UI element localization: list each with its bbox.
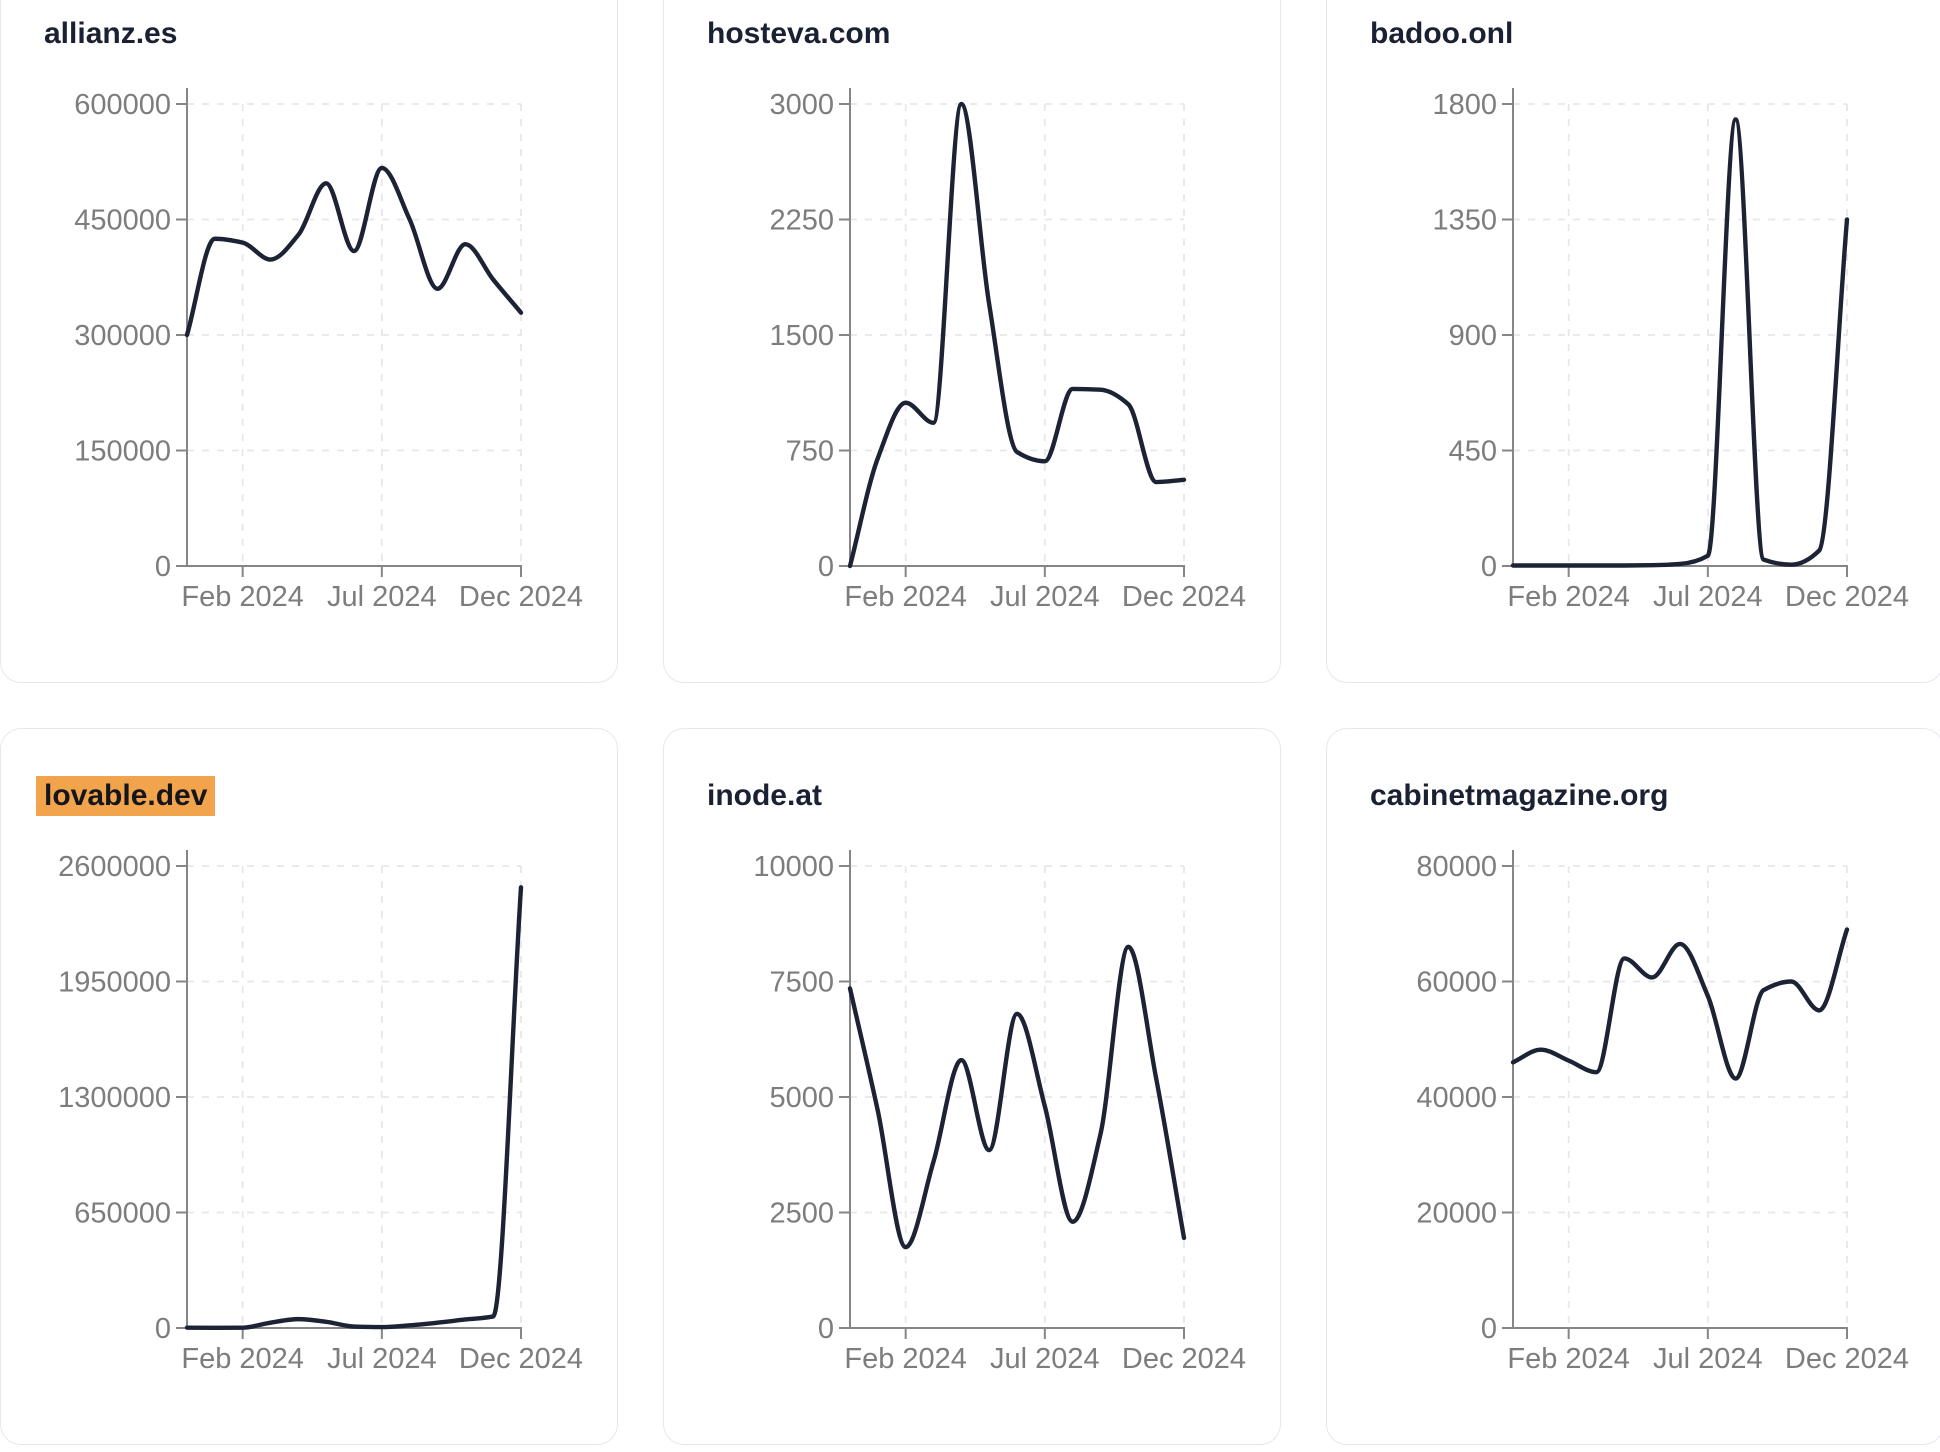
x-tick-label: Feb 2024 (181, 581, 304, 613)
y-tick-label: 750 (786, 436, 834, 468)
data-line (1510, 117, 1850, 568)
y-tick-label: 1950000 (58, 967, 171, 999)
chart-title: cabinetmagazine.org (1370, 779, 1668, 813)
chart-card-badoo: badoo.onl 0 450 900 1350 1800 Feb 2024 Jul 202… (1326, 0, 1940, 683)
x-tick-label: Dec 2024 (1785, 581, 1909, 613)
gridlines (850, 865, 1185, 1328)
x-tick-label: Dec 2024 (1122, 1343, 1246, 1375)
line-chart: 0 150000 300000 450000 600000 Feb 2024 Jul 202… (74, 88, 583, 613)
x-tick-label: Dec 2024 (459, 1343, 583, 1375)
x-tick-label: Jul 2024 (990, 581, 1100, 613)
x-tick-label: Feb 2024 (1507, 581, 1630, 613)
chart-title: lovable.dev (36, 776, 216, 816)
x-tick-label: Dec 2024 (1785, 1343, 1909, 1375)
y-tick-label: 0 (818, 551, 834, 583)
y-tick-label: 1300000 (58, 1082, 171, 1114)
line-chart: 0 20000 40000 60000 80000 Feb 2024 Jul 2024 Dec… (1416, 850, 1909, 1375)
y-tick-label: 1500 (769, 320, 834, 352)
y-tick-label: 40000 (1416, 1082, 1497, 1114)
y-tick-label: 150000 (74, 436, 171, 468)
line-chart: 0 2500 5000 7500 10000 Feb 2024 Jul 2024 Dec 20… (753, 850, 1246, 1375)
y-tick-label: 0 (155, 1313, 171, 1345)
x-tick-label: Jul 2024 (1653, 581, 1763, 613)
x-tick-label: Feb 2024 (181, 1343, 304, 1375)
y-tick-label: 650000 (74, 1198, 171, 1230)
y-tick-label: 60000 (1416, 967, 1497, 999)
axis-labels: 0 650000 1300000 1950000 2600000 Feb 2024 Jul … (58, 851, 583, 1375)
y-tick-label: 3000 (769, 89, 834, 121)
x-tick-label: Dec 2024 (1122, 581, 1246, 613)
axis-labels: 0 750 1500 2250 3000 Feb 2024 Jul 2024 Dec 2024 (769, 89, 1246, 613)
x-tick-label: Feb 2024 (844, 581, 967, 613)
axis-labels: 0 450 900 1350 1800 Feb 2024 Jul 2024 Dec 2024 (1432, 89, 1909, 613)
y-tick-label: 2500 (769, 1198, 834, 1230)
gridlines (850, 103, 1185, 566)
y-tick-label: 7500 (769, 967, 834, 999)
chart-title-text: cabinetmagazine.org (1370, 779, 1669, 812)
data-line (847, 944, 1187, 1250)
chart-title-text: lovable.dev (36, 776, 216, 816)
y-tick-label: 10000 (753, 851, 834, 883)
x-tick-label: Jul 2024 (327, 1343, 437, 1375)
chart-title-text: allianz.es (44, 17, 178, 50)
y-tick-label: 0 (1481, 1313, 1497, 1345)
y-tick-label: 2250 (769, 205, 834, 237)
chart-card-allianz: allianz.es 0 150000 300000 450000 600000 Feb … (0, 0, 618, 683)
line-chart: 0 750 1500 2250 3000 Feb 2024 Jul 2024 Dec 2024 (769, 88, 1246, 613)
data-line (847, 101, 1187, 569)
line-chart: 0 650000 1300000 1950000 2600000 Feb 2024 Jul … (58, 850, 583, 1375)
axis-labels: 0 20000 40000 60000 80000 Feb 2024 Jul 2024 Dec… (1416, 851, 1909, 1375)
chart-title: inode.at (707, 779, 822, 813)
y-tick-label: 900 (1449, 320, 1497, 352)
y-tick-label: 300000 (74, 320, 171, 352)
y-tick-label: 5000 (769, 1082, 834, 1114)
data-line (1510, 927, 1850, 1081)
gridlines (1513, 103, 1848, 566)
x-tick-label: Dec 2024 (459, 581, 583, 613)
y-tick-label: 1350 (1432, 205, 1497, 237)
x-tick-label: Jul 2024 (1653, 1343, 1763, 1375)
gridlines (1513, 865, 1848, 1328)
axis-labels: 0 2500 5000 7500 10000 Feb 2024 Jul 2024 Dec 20… (753, 851, 1246, 1375)
y-tick-label: 0 (818, 1313, 834, 1345)
x-tick-label: Feb 2024 (1507, 1343, 1630, 1375)
axes (839, 88, 1185, 577)
y-tick-label: 450000 (74, 205, 171, 237)
data-line (184, 165, 524, 338)
chart-title-text: inode.at (707, 779, 823, 812)
y-tick-label: 450 (1449, 436, 1497, 468)
y-tick-label: 80000 (1416, 851, 1497, 883)
x-tick-label: Jul 2024 (327, 581, 437, 613)
y-tick-label: 0 (1481, 551, 1497, 583)
axes (176, 88, 522, 577)
axes (1502, 850, 1848, 1339)
gridlines (187, 865, 522, 1328)
chart-title: allianz.es (44, 17, 177, 51)
chart-title: badoo.onl (1370, 17, 1513, 51)
y-tick-label: 2600000 (58, 851, 171, 883)
axis-labels: 0 150000 300000 450000 600000 Feb 2024 Jul 202… (74, 89, 583, 613)
gridlines (187, 103, 522, 566)
chart-title-text: hosteva.com (707, 17, 891, 50)
chart-card-inode: inode.at 0 2500 5000 7500 10000 Feb 2024 Jul 2… (663, 728, 1281, 1445)
axes (176, 850, 522, 1339)
x-tick-label: Feb 2024 (844, 1343, 967, 1375)
chart-card-hosteva: hosteva.com 0 750 1500 2250 3000 Feb 2024 Jul … (663, 0, 1281, 683)
y-tick-label: 0 (155, 551, 171, 583)
y-tick-label: 20000 (1416, 1198, 1497, 1230)
chart-card-cabinetmagazine: cabinetmagazine.org 0 20000 40000 60000 8000… (1326, 728, 1940, 1445)
chart-card-lovable: lovable.dev 0 650000 1300000 1950000 2600000… (0, 728, 618, 1445)
x-tick-label: Jul 2024 (990, 1343, 1100, 1375)
axes (839, 850, 1185, 1339)
y-tick-label: 600000 (74, 89, 171, 121)
line-chart: 0 450 900 1350 1800 Feb 2024 Jul 2024 Dec 2024 (1432, 88, 1909, 613)
chart-title-text: badoo.onl (1370, 17, 1514, 50)
data-line (184, 885, 524, 1331)
y-tick-label: 1800 (1432, 89, 1497, 121)
chart-title: hosteva.com (707, 17, 890, 51)
axes (1502, 88, 1848, 577)
